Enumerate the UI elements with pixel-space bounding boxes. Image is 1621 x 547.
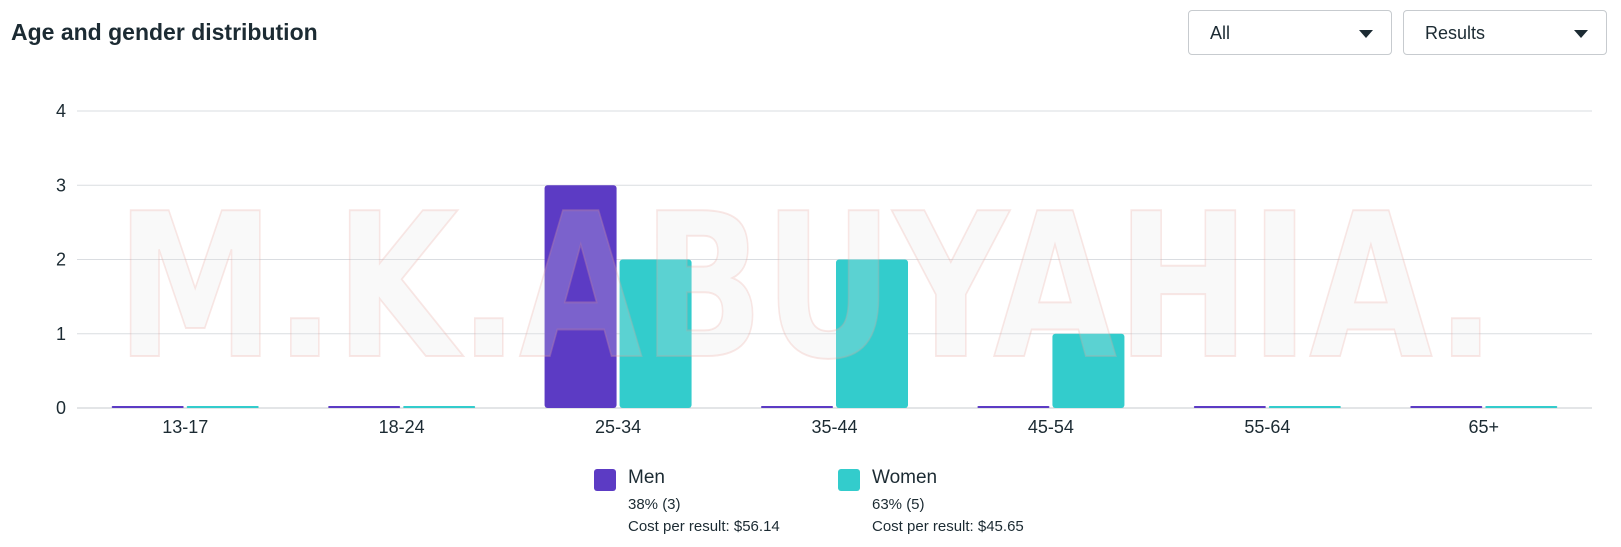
audience-filter-value: All: [1210, 23, 1231, 43]
bar-men-65+[interactable]: [1410, 406, 1483, 408]
x-tick-label: 18-24: [379, 417, 425, 437]
bar-women-35-44[interactable]: [836, 259, 908, 409]
bar-men-55-64[interactable]: [1193, 406, 1266, 408]
legend-women: Women 63% (5) Cost per result: $45.65: [838, 467, 1068, 542]
legend-men-percentage: 38% (3): [628, 496, 681, 513]
metric-dropdown-value: Results: [1425, 23, 1486, 43]
page-title: Age and gender distribution: [11, 19, 318, 45]
legend-men-cost-per-result: Cost per result: $56.14: [628, 518, 780, 535]
chevron-down-icon: [1359, 30, 1373, 38]
y-tick-label: 3: [56, 175, 66, 195]
watermark-text: M.K.ABUYAHIA.: [116, 171, 1496, 404]
x-tick-label: 13-17: [162, 417, 208, 437]
legend-women-name: Women: [872, 467, 938, 488]
y-tick-label: 4: [56, 101, 66, 121]
bar-men-18-24[interactable]: [328, 406, 401, 408]
bar-men-13-17[interactable]: [111, 406, 184, 408]
legend-men: Men 38% (3) Cost per result: $56.14: [594, 467, 814, 542]
bar-women-25-34[interactable]: [619, 259, 692, 409]
watermark: M.K.ABUYAHIA.: [115, 170, 1497, 405]
bar-women-18-24[interactable]: [403, 406, 476, 408]
x-tick-label: 65+: [1469, 417, 1500, 437]
bar-men-45-54[interactable]: [977, 406, 1050, 408]
legend-women-swatch: [838, 469, 860, 491]
x-tick-label: 25-34: [595, 417, 641, 437]
audience-filter-dropdown[interactable]: All: [1188, 10, 1392, 55]
x-tick-label: 35-44: [811, 417, 857, 437]
y-tick-label: 2: [56, 250, 66, 270]
legend-men-swatch: [594, 469, 616, 491]
tick-labels: 0 1 2 3 4 13-17 18-24 25-34 35-44 45-54 55-64 65+: [56, 101, 1499, 437]
bar-women-45-54[interactable]: [1052, 333, 1125, 408]
legend-women-cost-per-result: Cost per result: $45.65: [872, 518, 1024, 535]
x-tick-label: 55-64: [1244, 417, 1290, 437]
bar-men-35-44[interactable]: [761, 406, 833, 408]
x-tick-label: 45-54: [1028, 417, 1074, 437]
bar-men-25-34[interactable]: [544, 185, 617, 408]
bars: [111, 185, 1558, 409]
bar-women-65+[interactable]: [1485, 406, 1558, 408]
bar-women-13-17[interactable]: [186, 406, 259, 408]
bar-women-55-64[interactable]: [1268, 406, 1341, 408]
legend-men-name: Men: [628, 467, 665, 488]
chevron-down-icon: [1574, 30, 1588, 38]
legend-women-percentage: 63% (5): [872, 496, 925, 513]
metric-dropdown[interactable]: Results: [1403, 10, 1607, 55]
y-tick-label: 1: [56, 324, 66, 344]
y-tick-label: 0: [56, 398, 66, 418]
